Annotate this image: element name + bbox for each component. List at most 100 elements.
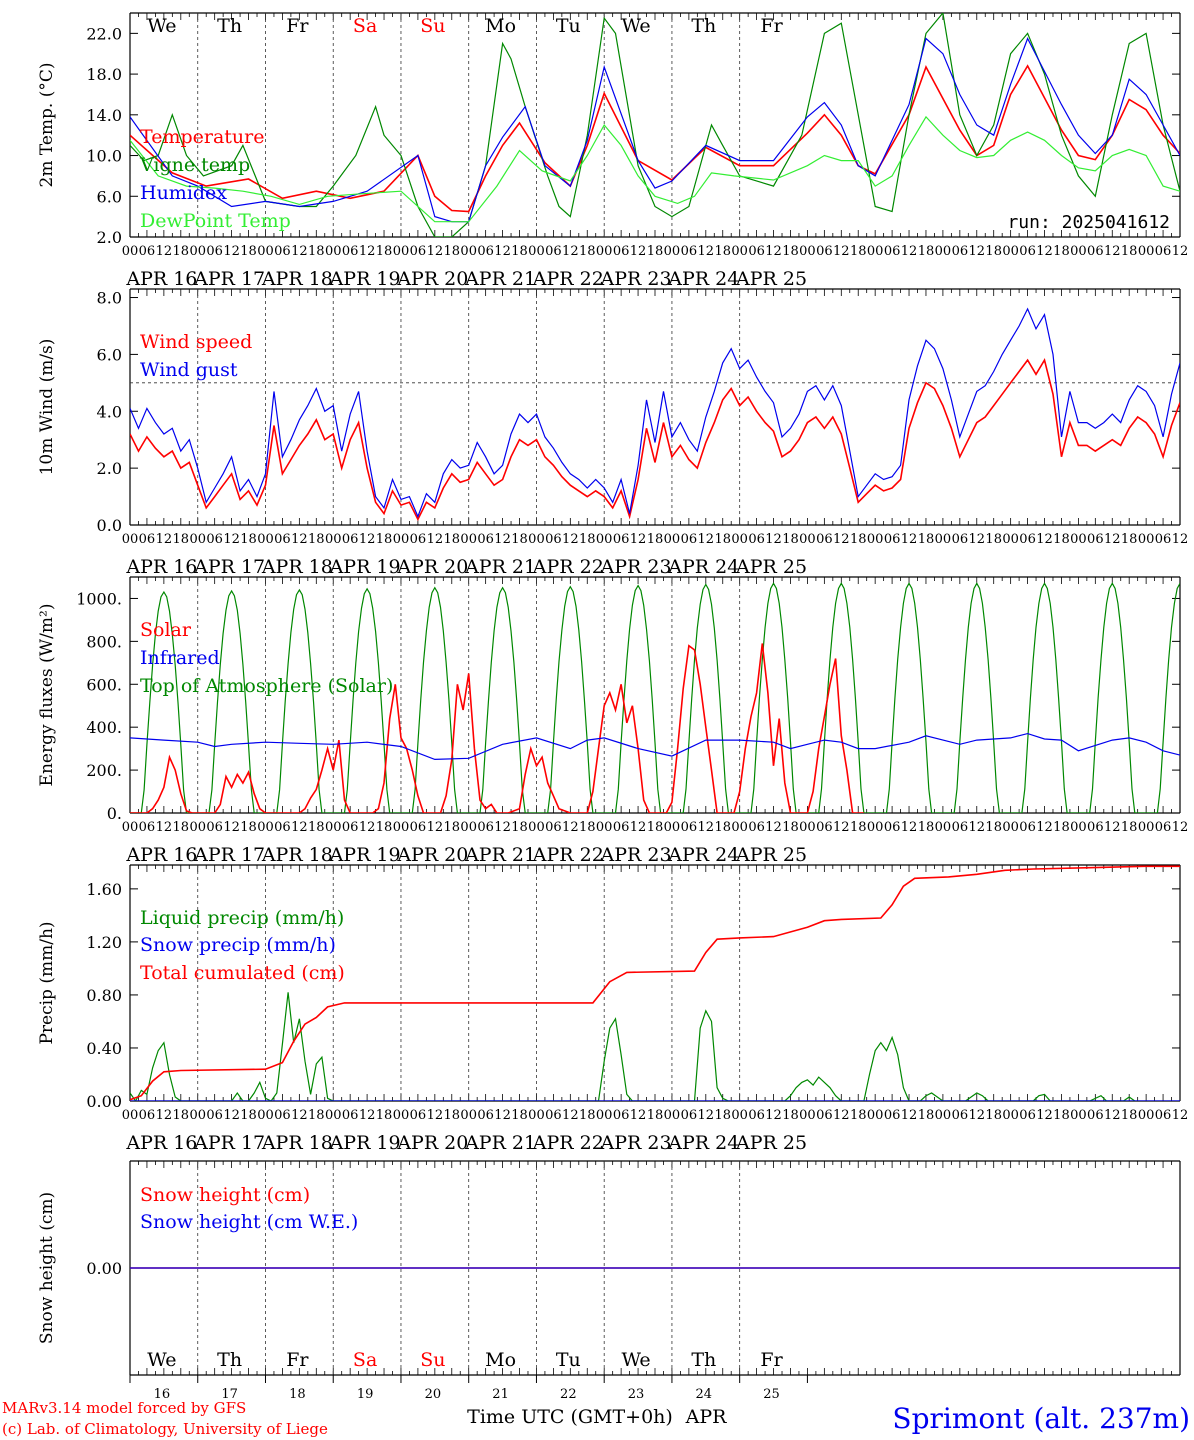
y-axis-label: Precip (mm/h)	[37, 921, 57, 1044]
hour-tick-label: 18	[1053, 244, 1070, 259]
panel-temp: 2.0 6.0 10.0 14.0 18.0 22.0 2m Temp. (°C) Tempe…	[37, 12, 1188, 290]
hour-tick-label: 06	[748, 1108, 765, 1123]
hour-tick-label: 00	[393, 820, 410, 835]
hour-tick-label: 12	[223, 532, 240, 547]
hour-tick-label: 00	[935, 1108, 952, 1123]
hour-tick-label: 06	[681, 1108, 698, 1123]
series-line-dewpoint-temp	[130, 115, 1180, 223]
date-label: APR 16	[125, 844, 197, 866]
hour-tick-label: 00	[799, 244, 816, 259]
date-label: APR 19	[329, 844, 401, 866]
month-label: APR	[685, 1406, 728, 1428]
y-tick-label: 2.0	[97, 228, 122, 247]
hour-tick-label: 00	[257, 532, 274, 547]
hour-tick-label: 18	[850, 244, 867, 259]
hour-tick-label: 06	[1019, 820, 1036, 835]
hour-tick-label: 00	[325, 532, 342, 547]
lab-credit: (c) Lab. of Climatology, University of L…	[2, 1420, 328, 1438]
hour-tick-label: 06	[206, 1108, 223, 1123]
hour-tick-label: 12	[156, 820, 173, 835]
hour-tick-label: 12	[562, 820, 579, 835]
day-number-label: 18	[289, 1387, 306, 1402]
hour-tick-label: 18	[240, 1108, 257, 1123]
hour-tick-label: 06	[274, 244, 291, 259]
day-label-top: We	[147, 15, 176, 37]
series-line-wind-speed	[130, 358, 1180, 522]
hour-tick-label: 00	[460, 244, 477, 259]
hour-tick-label: 06	[884, 1108, 901, 1123]
y-axis-label: 10m Wind (m/s)	[37, 339, 57, 476]
hour-tick-label: 06	[139, 820, 156, 835]
hour-tick-label: 18	[376, 1108, 393, 1123]
day-number-label: 25	[763, 1387, 780, 1402]
day-number-label: 21	[492, 1387, 509, 1402]
hour-tick-label: 12	[969, 820, 986, 835]
hour-tick-label: 12	[562, 244, 579, 259]
hour-tick-label: 12	[427, 532, 444, 547]
hour-tick-label: 06	[816, 244, 833, 259]
legend-entry: Snow height (cm W.E.)	[140, 1211, 358, 1233]
date-label: APR 16	[125, 1132, 197, 1154]
y-axis-label: Energy fluxes (W/m²)	[37, 604, 57, 787]
hour-tick-label: 06	[1087, 244, 1104, 259]
hour-tick-label: 06	[613, 820, 630, 835]
hour-tick-label: 06	[410, 820, 427, 835]
legend-entry: Wind speed	[140, 331, 252, 353]
day-number-label: 16	[154, 1387, 171, 1402]
day-label-bottom: Th	[217, 1349, 242, 1371]
hour-tick-label: 18	[240, 532, 257, 547]
hour-tick-label: 00	[460, 1108, 477, 1123]
hour-tick-label: 00	[528, 1108, 545, 1123]
hour-tick-label: 00	[935, 244, 952, 259]
day-label-bottom: Fr	[286, 1349, 309, 1371]
hour-tick-label: 12	[833, 1108, 850, 1123]
y-tick-label: 1.60	[86, 880, 122, 899]
hour-tick-label: 18	[918, 244, 935, 259]
y-axis-label: Snow height (cm)	[37, 1192, 57, 1344]
series-line-total-cumulated-cm	[130, 865, 1180, 1101]
series-line-top-of-atmosphere	[130, 582, 1180, 813]
y-tick-label: 4.0	[97, 402, 122, 421]
date-label: APR 20	[396, 1132, 468, 1154]
y-tick-label: 0.80	[86, 986, 122, 1005]
hour-tick-label: 12	[833, 820, 850, 835]
hour-tick-label: 12	[698, 820, 715, 835]
hour-tick-label: 18	[1053, 1108, 1070, 1123]
hour-tick-label: 18	[444, 244, 461, 259]
hour-tick-label: 06	[816, 1108, 833, 1123]
hour-tick-label: 18	[444, 820, 461, 835]
hour-tick-label: 18	[985, 820, 1002, 835]
hour-tick-label: 12	[901, 820, 918, 835]
legend-entry: Vigne temp	[139, 154, 250, 176]
date-label: APR 21	[464, 1132, 536, 1154]
y-axis-label: 2m Temp. (°C)	[37, 62, 57, 187]
hour-tick-label: 06	[681, 244, 698, 259]
y-tick-label: 18.0	[86, 65, 122, 84]
panel-wind: 0.0 2.0 4.0 6.0 8.0 10m Wind (m/s) Wind speed W…	[37, 288, 1188, 578]
hour-tick-label: 00	[1138, 1108, 1155, 1123]
hour-tick-label: 18	[647, 1108, 664, 1123]
date-label: APR 16	[125, 556, 197, 578]
station-name: Sprimont (alt. 237m)	[892, 1402, 1190, 1435]
hour-tick-label: 00	[393, 244, 410, 259]
hour-tick-label: 18	[240, 820, 257, 835]
hour-tick-label: 06	[477, 244, 494, 259]
date-label: APR 20	[396, 556, 468, 578]
hour-tick-label: 00	[867, 1108, 884, 1123]
hour-tick-label: 18	[308, 820, 325, 835]
hour-tick-label: 06	[816, 532, 833, 547]
date-label: APR 23	[600, 844, 672, 866]
hour-tick-label: 18	[985, 532, 1002, 547]
hour-tick-label: 06	[274, 532, 291, 547]
date-label: APR 17	[193, 844, 265, 866]
y-tick-label: 400.	[86, 718, 122, 737]
day-label-top: We	[621, 15, 650, 37]
hour-tick-label: 00	[1070, 1108, 1087, 1123]
hour-tick-label: 18	[308, 1108, 325, 1123]
y-tick-label: 0.00	[86, 1259, 122, 1278]
hour-tick-label: 12	[630, 1108, 647, 1123]
plot-area	[130, 865, 1180, 1101]
hour-tick-label: 12	[494, 1108, 511, 1123]
hour-tick-label: 00	[1070, 532, 1087, 547]
date-label: APR 24	[667, 268, 739, 290]
